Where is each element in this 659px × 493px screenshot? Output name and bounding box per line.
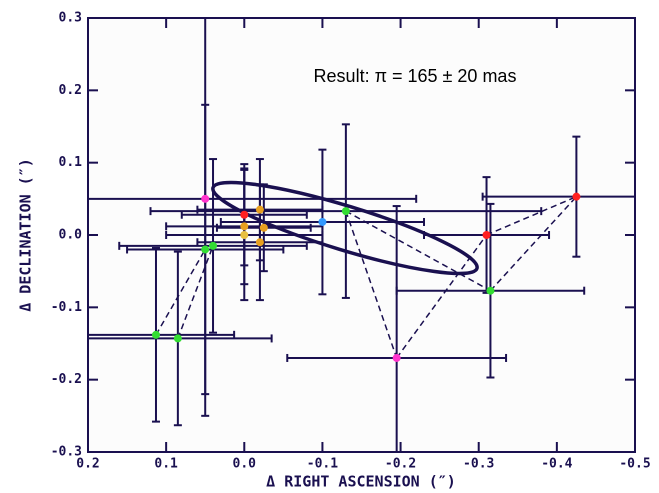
point [173,334,182,343]
x-tick-label: -0.3 [463,457,494,472]
point [572,192,581,201]
x-tick-label: -0.2 [385,457,416,472]
point [209,241,218,250]
y-tick-label: -0.2 [51,372,82,387]
point [341,207,350,216]
connector [155,249,206,336]
connector [396,234,488,359]
point [240,210,249,219]
connector [345,210,491,292]
x-tick-label: 0.1 [154,457,178,472]
point [201,194,210,203]
y-tick-label: -0.1 [51,300,82,315]
connector [177,245,214,339]
point [392,353,401,362]
connector [345,210,398,359]
x-axis-label: Δ RIGHT ASCENSION (″) [266,473,456,491]
y-tick-label: 0.2 [59,83,82,98]
x-tick-label: 0.2 [76,457,99,472]
point [240,231,249,239]
point [201,245,210,254]
point [259,223,268,232]
annotation: Result: π = 165 ± 20 mas [314,66,517,86]
y-tick-label: 0.3 [59,11,82,26]
point [318,217,327,226]
x-tick-label: -0.1 [307,457,338,472]
point [255,205,264,214]
point [151,330,160,339]
x-tick-label: 0.0 [233,457,257,472]
point [255,238,264,247]
x-tick-label: -0.5 [619,457,650,472]
y-tick-label: 0.0 [59,228,83,243]
connector [489,196,577,292]
connector [486,195,577,236]
y-tick-label: 0.1 [59,155,83,170]
y-tick-label: -0.3 [51,445,82,460]
x-tick-label: -0.4 [541,457,572,472]
y-axis-label: Δ DECLINATION (″) [17,158,35,312]
point [482,231,491,239]
point [240,222,249,231]
point [486,286,495,295]
